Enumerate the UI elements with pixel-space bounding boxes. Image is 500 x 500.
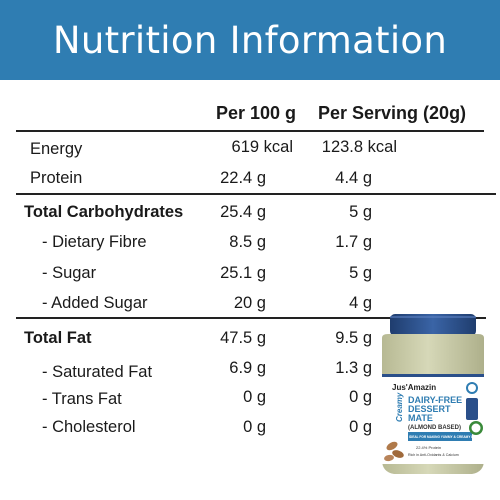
row-label-sugar: - Sugar — [42, 264, 97, 282]
value-per-100g: 0 g — [243, 388, 266, 406]
value-per-serving: 1.7 g — [335, 233, 372, 251]
value-per-serving: 0 g — [349, 418, 372, 436]
jar-name-line3: MATE — [408, 413, 433, 423]
jar-variant: Creamy — [395, 392, 404, 422]
carbs-divider — [16, 317, 486, 319]
value-per-100g: 25.1 g — [220, 264, 266, 282]
value-per-serving: 5 g — [349, 264, 372, 282]
value-per-100g: 6.9 g — [229, 359, 266, 377]
row-label-protein: Protein — [30, 169, 83, 187]
top-divider — [16, 130, 484, 132]
row-label-dietary-fibre: - Dietary Fibre — [42, 233, 147, 251]
almond-icon — [384, 454, 394, 462]
almond-icon — [386, 441, 398, 451]
row-label-trans-fat: - Trans Fat — [42, 390, 122, 408]
value-per-100g: 8.5 g — [229, 233, 266, 251]
value-per-serving: 4.4 g — [335, 169, 372, 187]
value-per-serving: 1.3 g — [335, 359, 372, 377]
value-per-serving: 123.8 kcal — [321, 138, 397, 156]
jar-claim-antioxidants: Rich in Anti-Oxidants & Calcium — [408, 453, 459, 457]
value-per-serving: 9.5 g — [335, 329, 372, 347]
row-label-total-carbohydrates: Total Carbohydrates — [24, 203, 184, 221]
row-label-added-sugar: - Added Sugar — [42, 294, 148, 312]
jar-brand: Jus'Amazin — [392, 383, 436, 392]
value-per-100g: 619 kcal — [231, 138, 293, 156]
value-per-100g: 22.4 g — [220, 169, 266, 187]
jar-name-line1: DAIRY-FREE — [408, 395, 462, 405]
row-label-cholesterol: - Cholesterol — [42, 418, 136, 436]
header-divider — [16, 193, 496, 195]
row-label-saturated-fat: - Saturated Fat — [42, 363, 153, 381]
jar-name-line2: DESSERT — [408, 404, 451, 414]
column-header-per-serving: Per Serving (20g) — [318, 103, 467, 123]
row-label-total-fat: Total Fat — [24, 329, 92, 347]
jar-tagline: IDEAL FOR MAKING YUMMY & CREAMY DESSERTS — [409, 435, 488, 439]
page-title: Nutrition Information — [52, 18, 448, 62]
value-per-serving: 4 g — [349, 294, 372, 312]
value-per-100g: 47.5 g — [220, 329, 266, 347]
value-per-serving: 0 g — [349, 388, 372, 406]
jar-claim-protein: 22.4% Protein — [416, 445, 441, 450]
column-header-per-100g: Per 100 g — [216, 103, 297, 123]
almond-icon — [392, 450, 404, 458]
value-per-100g: 25.4 g — [220, 203, 266, 221]
value-per-serving: 5 g — [349, 203, 372, 221]
award-ribbon-icon — [466, 398, 478, 420]
product-jar-image: Jus'Amazin Creamy DAIRY-FREE DESSERT MAT… — [382, 314, 488, 474]
value-per-100g: 20 g — [233, 294, 266, 312]
jar-subtitle: (ALMOND BASED) — [408, 425, 461, 431]
title-banner: Nutrition Information — [0, 0, 500, 80]
jar-lid — [390, 314, 476, 336]
row-label-energy: Energy — [30, 140, 83, 158]
value-per-100g: 0 g — [243, 418, 266, 436]
